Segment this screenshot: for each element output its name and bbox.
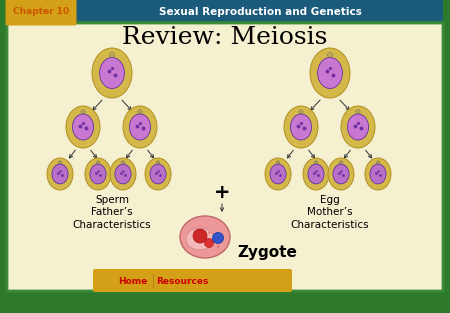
Ellipse shape: [365, 158, 391, 190]
Ellipse shape: [270, 164, 286, 184]
Ellipse shape: [290, 114, 311, 140]
Text: Egg
Mother’s
Characteristics: Egg Mother’s Characteristics: [291, 195, 369, 230]
Ellipse shape: [85, 158, 111, 190]
Ellipse shape: [52, 164, 68, 184]
Text: Sperm
Father’s
Characteristics: Sperm Father’s Characteristics: [73, 195, 151, 230]
Ellipse shape: [370, 164, 386, 184]
Ellipse shape: [66, 106, 100, 148]
Ellipse shape: [123, 106, 157, 148]
Ellipse shape: [180, 216, 230, 258]
Ellipse shape: [90, 164, 106, 184]
FancyBboxPatch shape: [93, 269, 292, 292]
Text: Zygote: Zygote: [237, 245, 297, 260]
Ellipse shape: [310, 48, 350, 98]
Text: ∘: ∘: [208, 231, 210, 235]
Text: Sexual Reproduction and Genetics: Sexual Reproduction and Genetics: [158, 7, 361, 17]
Text: Chapter 10: Chapter 10: [13, 8, 69, 17]
Text: Review: Meiosis: Review: Meiosis: [122, 27, 328, 49]
Bar: [7, 0, 443, 21]
Ellipse shape: [318, 58, 342, 89]
Circle shape: [212, 233, 224, 244]
Ellipse shape: [186, 228, 214, 250]
Ellipse shape: [115, 164, 131, 184]
Ellipse shape: [303, 158, 329, 190]
Text: +: +: [214, 183, 230, 203]
Circle shape: [193, 229, 207, 243]
Ellipse shape: [308, 164, 324, 184]
FancyBboxPatch shape: [5, 0, 76, 25]
Text: ∘: ∘: [217, 245, 219, 249]
Ellipse shape: [72, 114, 94, 140]
Ellipse shape: [99, 58, 124, 89]
Ellipse shape: [110, 158, 136, 190]
Ellipse shape: [328, 158, 354, 190]
Text: Home: Home: [118, 276, 148, 285]
Ellipse shape: [265, 158, 291, 190]
Ellipse shape: [347, 114, 369, 140]
FancyBboxPatch shape: [7, 23, 443, 291]
Ellipse shape: [150, 164, 166, 184]
Ellipse shape: [92, 48, 132, 98]
Ellipse shape: [333, 164, 349, 184]
Circle shape: [204, 239, 213, 248]
Ellipse shape: [284, 106, 318, 148]
Text: Resources: Resources: [156, 276, 208, 285]
Ellipse shape: [145, 158, 171, 190]
Ellipse shape: [130, 114, 151, 140]
Ellipse shape: [341, 106, 375, 148]
Ellipse shape: [47, 158, 73, 190]
